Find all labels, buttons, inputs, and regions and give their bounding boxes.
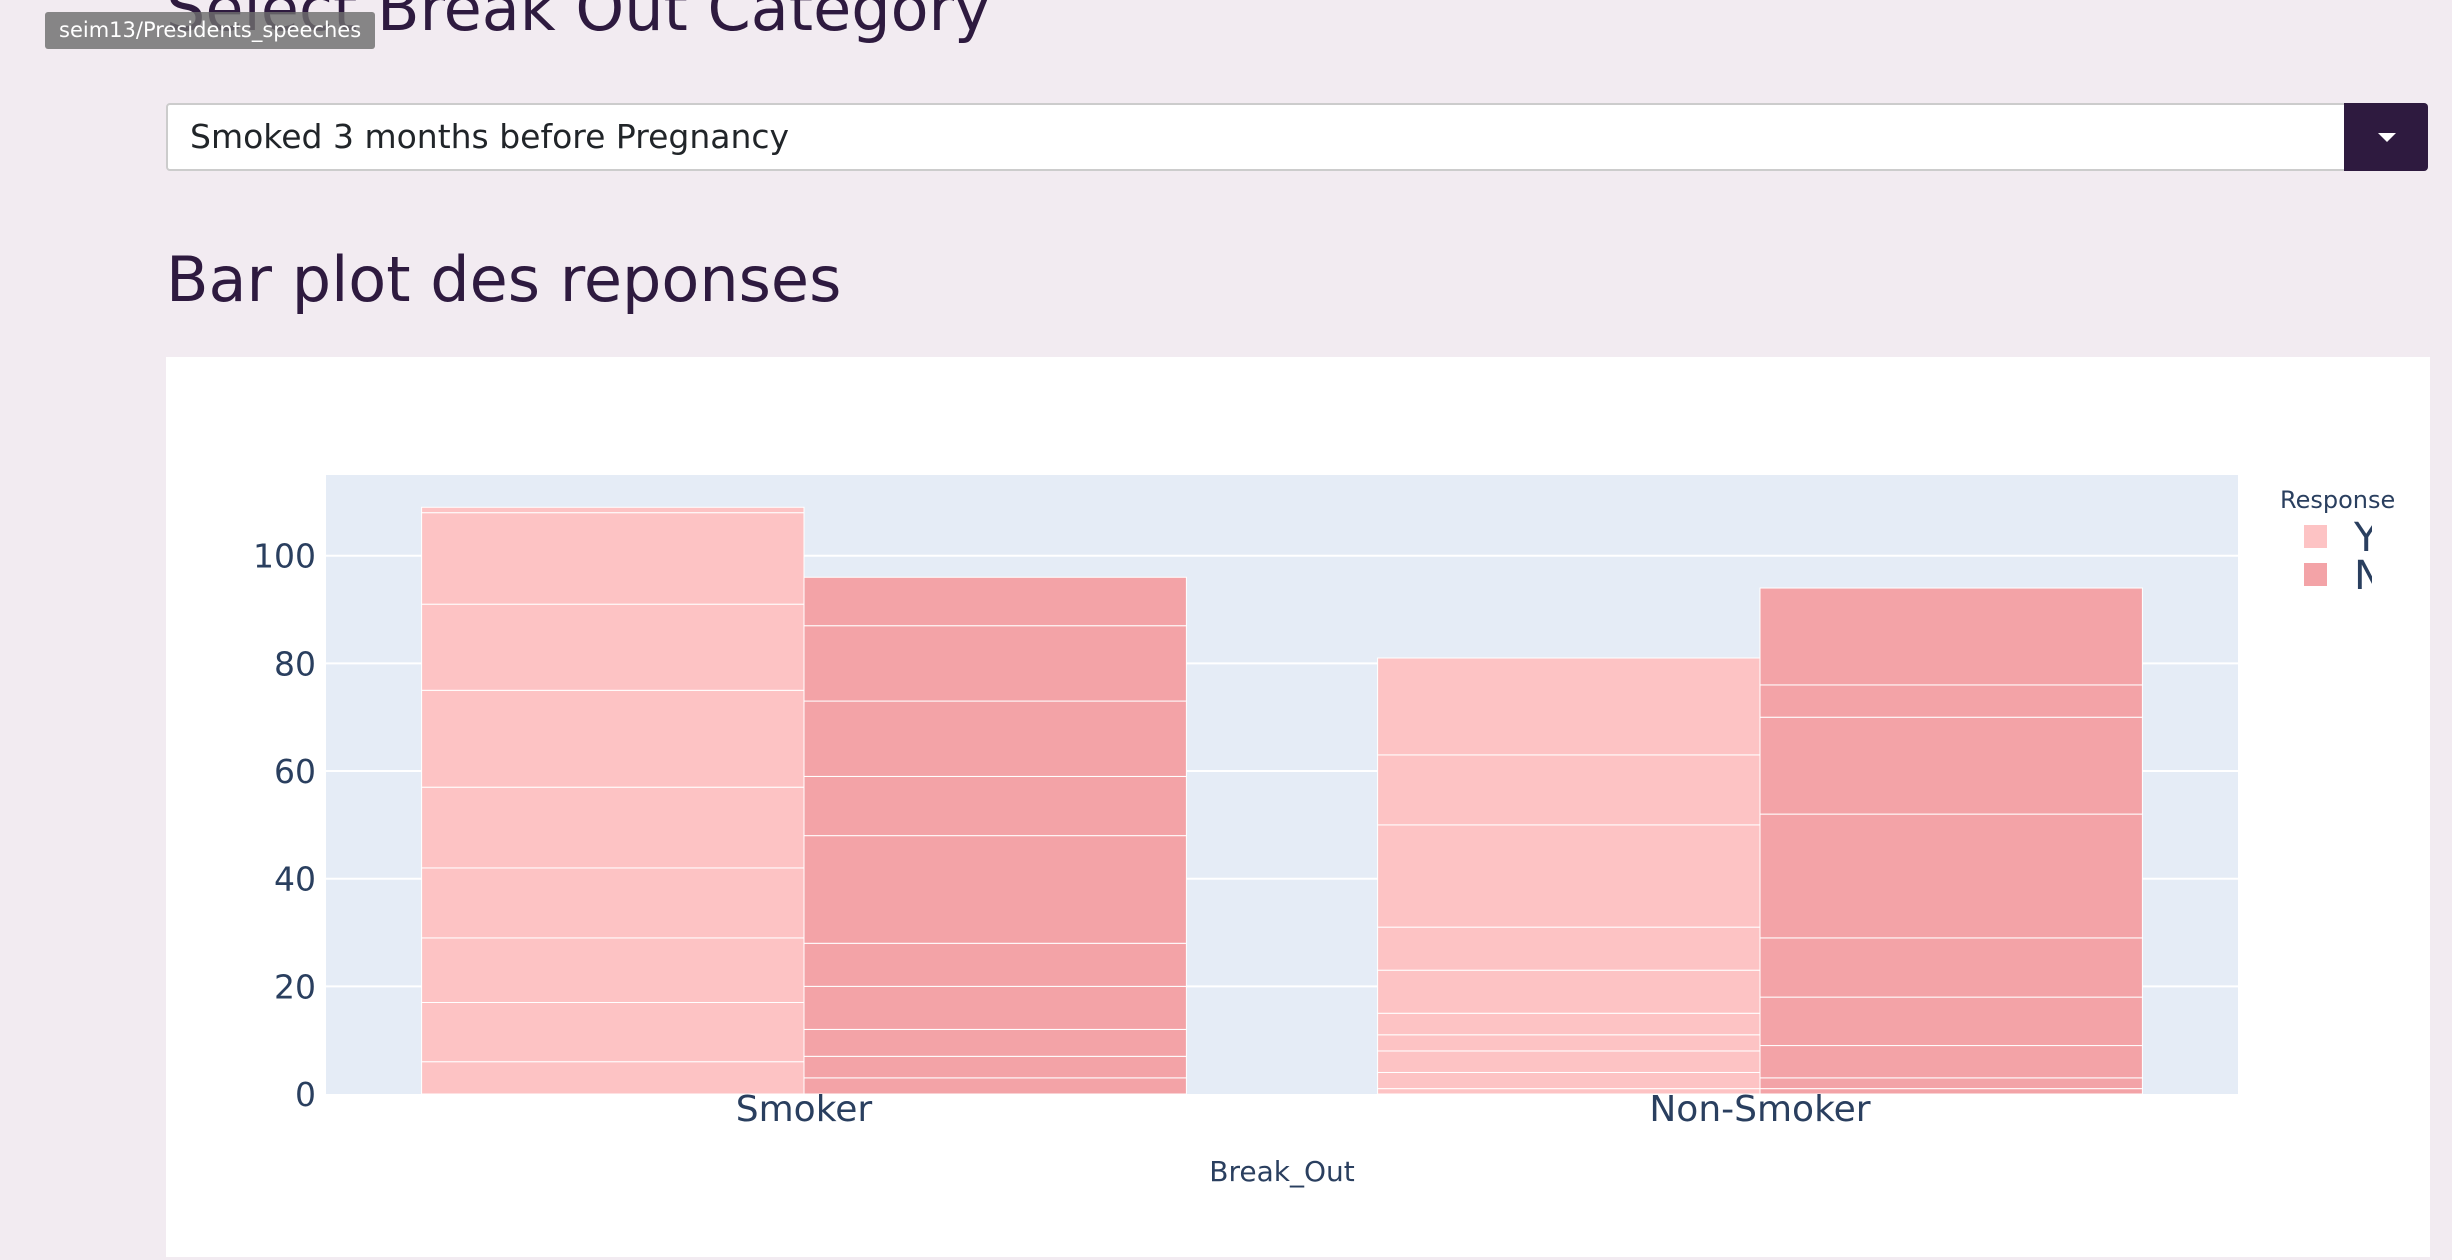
x-tick-label: Smoker [736, 1089, 873, 1130]
bar-segment-yes[interactable] [1377, 969, 1761, 1014]
legend-title: Response [2280, 486, 2395, 514]
bar-segment-no[interactable] [1759, 684, 2143, 718]
legend-label-yes[interactable]: YES [2353, 515, 2429, 561]
bar-segment-yes[interactable] [1377, 1012, 1761, 1036]
bar-segment-no[interactable] [1759, 716, 2143, 815]
bar-segment-yes[interactable] [421, 689, 805, 788]
bar-chart[interactable]: 0 20 40 60 80 100 Smoker Non-Smoker Break_Out Res… [166, 357, 2430, 1257]
bar-segment-yes[interactable] [421, 937, 805, 1003]
bar-segment-yes[interactable] [421, 786, 805, 869]
dropdown-toggle-button[interactable] [2344, 103, 2428, 171]
bar-segment-yes[interactable] [1377, 824, 1761, 928]
bar-segment-yes[interactable] [1377, 657, 1761, 756]
bar-segment-no[interactable] [803, 835, 1187, 944]
legend-label-no[interactable]: NO [2354, 553, 2415, 599]
bar-segment-no[interactable] [803, 700, 1187, 777]
bar-segment-yes[interactable] [1377, 1050, 1761, 1073]
bar-segment-no[interactable] [803, 942, 1187, 987]
bar-segment-yes[interactable] [1377, 926, 1761, 971]
y-tick-label: 60 [274, 752, 316, 791]
dropdown-selected-value[interactable]: Smoked 3 months before Pregnancy [190, 117, 790, 156]
bar-chart-card: 0 20 40 60 80 100 Smoker Non-Smoker Break_Out Res… [166, 357, 2430, 1257]
bar-segment-no[interactable] [1759, 813, 2143, 939]
bar-segment-no[interactable] [1759, 1077, 2143, 1090]
bar-segment-no[interactable] [803, 1055, 1187, 1079]
bar-segment-no[interactable] [1759, 937, 2143, 998]
breakout-category-dropdown[interactable]: Smoked 3 months before Pregnancy [166, 103, 2428, 171]
bar-segment-no[interactable] [1759, 587, 2143, 686]
bar-segment-yes[interactable] [1377, 1071, 1761, 1090]
legend-swatch-yes[interactable] [2304, 525, 2327, 548]
bar-segment-no[interactable] [803, 775, 1187, 837]
bar-segment-yes[interactable] [421, 603, 805, 691]
bar-segment-yes[interactable] [421, 1061, 805, 1095]
y-tick-label: 80 [274, 644, 316, 683]
y-tick-label: 40 [274, 860, 316, 899]
bar-segment-yes[interactable] [421, 867, 805, 939]
bar-segment-no[interactable] [1759, 996, 2143, 1047]
bar-plot-title: Bar plot des reponses [166, 243, 842, 316]
x-axis-title: Break_Out [1209, 1155, 1354, 1188]
bar-segment-yes[interactable] [1377, 754, 1761, 826]
repo-tooltip: seim13/Presidents_speeches [45, 12, 376, 49]
bar-segment-yes[interactable] [1377, 1034, 1761, 1052]
y-tick-label: 0 [295, 1075, 316, 1114]
caret-down-icon [2378, 133, 2396, 142]
y-tick-label: 100 [253, 537, 316, 576]
x-tick-label: Non-Smoker [1649, 1089, 1870, 1130]
bar-segment-yes[interactable] [421, 1001, 805, 1063]
bar-segment-no[interactable] [803, 985, 1187, 1030]
y-tick-label: 20 [274, 967, 316, 1006]
bar-segment-no[interactable] [803, 625, 1187, 702]
bar-segment-yes[interactable] [421, 512, 805, 605]
bar-segment-no[interactable] [803, 1028, 1187, 1057]
bar-segment-no[interactable] [803, 576, 1187, 627]
bar-segment-yes[interactable] [421, 506, 805, 514]
bar-segment-no[interactable] [1759, 1045, 2143, 1079]
legend-swatch-no[interactable] [2304, 563, 2327, 586]
